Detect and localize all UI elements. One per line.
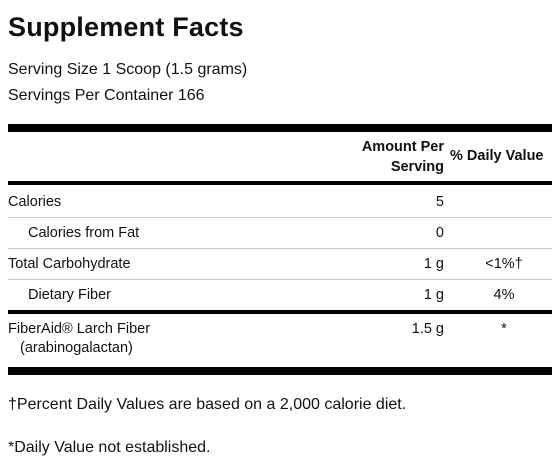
- nutrient-name-block: FiberAid® Larch Fiber (arabinogalactan): [8, 321, 150, 356]
- amount-per-serving-header: Amount Per Serving: [334, 137, 444, 177]
- row-divider: [8, 248, 552, 249]
- nutrient-amount: 1 g: [423, 256, 444, 272]
- serving-size: Serving Size 1 Scoop (1.5 grams): [8, 61, 248, 78]
- row-divider: [8, 217, 552, 218]
- servings-per-container: Servings Per Container 166: [8, 87, 205, 104]
- nutrient-amount: 0: [435, 225, 444, 241]
- nutrient-daily-value: *: [501, 321, 507, 337]
- nutrient-name: Dietary Fiber: [28, 287, 111, 303]
- nutrient-amount: 1 g: [423, 287, 444, 303]
- panel-title: Supplement Facts: [8, 12, 244, 42]
- nutrient-amount: 1.5 g: [411, 321, 444, 337]
- footnote-daily-value-basis: †Percent Daily Values are based on a 2,0…: [8, 396, 407, 413]
- daily-value-header: % Daily Value: [450, 148, 544, 164]
- nutrient-name: Calories: [8, 194, 62, 210]
- nutrient-daily-value: <1%†: [485, 256, 523, 272]
- footnote-not-established: *Daily Value not established.: [8, 439, 211, 456]
- amount-header-line1: Amount Per: [361, 139, 444, 155]
- nutrient-daily-value: 4%: [493, 287, 515, 303]
- nutrient-name: FiberAid® Larch Fiber: [8, 321, 151, 337]
- nutrient-name: Calories from Fat: [28, 225, 140, 241]
- top-divider: [8, 124, 552, 132]
- nutrient-subname: (arabinogalactan): [20, 340, 133, 356]
- header-divider: [8, 181, 552, 185]
- amount-header-line2: Serving: [390, 159, 444, 175]
- bottom-divider: [8, 367, 552, 375]
- row-divider: [8, 279, 552, 280]
- nutrient-amount: 5: [435, 194, 444, 210]
- nutrient-name: Total Carbohydrate: [8, 256, 131, 272]
- section-divider: [8, 310, 552, 314]
